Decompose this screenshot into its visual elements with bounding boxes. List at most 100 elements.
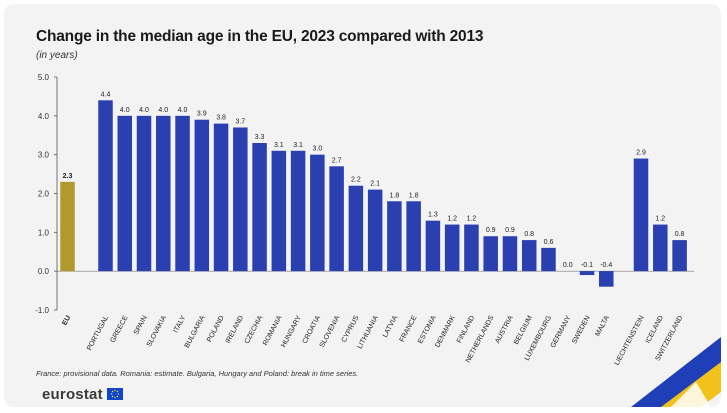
category-label: ESTONIA [417, 314, 438, 345]
category-label: FRANCE [399, 314, 419, 343]
bar-switzerland [672, 240, 687, 272]
bar-czechia [252, 143, 267, 272]
chart-subtitle: (in years) [36, 50, 78, 61]
bar-chart: 5.0 4.0 3.0 2.0 1.0 0.0 -1.0 2.3 EU 4.4 PORTUGAL 4.… [35, 73, 694, 367]
value-label: 2.7 [332, 157, 342, 164]
y-tick-label: 4.0 [38, 112, 50, 121]
category-label: MALTA [594, 314, 611, 337]
value-label: 1.3 [428, 212, 438, 219]
bar-latvia [387, 201, 402, 272]
bar-liechtenstein [633, 158, 649, 272]
value-label: 4.0 [139, 107, 149, 114]
bar-lithuania [367, 189, 383, 272]
value-label: 2.1 [370, 181, 380, 188]
value-label: 0.9 [486, 227, 496, 234]
value-label: 1.8 [390, 192, 400, 199]
value-label: 3.1 [293, 142, 303, 149]
y-tick-label: 1.0 [38, 228, 50, 237]
category-label: PORTUGAL [86, 315, 110, 352]
category-label: SPAIN [133, 315, 149, 336]
bar-greece [117, 115, 133, 272]
value-label: 1.2 [655, 216, 665, 223]
category-label: SLOVENIA [319, 314, 342, 348]
category-label: AUSTRIA [494, 314, 515, 344]
category-label: FINLAND [456, 315, 476, 345]
bar-croatia [310, 154, 325, 272]
value-label: 3.7 [235, 118, 245, 125]
value-label: 0.6 [544, 239, 554, 246]
bar-sweden [579, 271, 595, 276]
bar-france [406, 201, 421, 272]
bar-italy [175, 115, 190, 272]
bar-austria [502, 236, 518, 272]
value-label: 1.2 [467, 216, 477, 223]
category-label: BELGIUM [513, 315, 534, 346]
bar-slovakia [156, 115, 171, 272]
chart-footnote: France: provisional data. Romania: estim… [36, 369, 359, 378]
category-label: HUNGARY [280, 314, 303, 348]
category-label: ITALY [172, 314, 187, 334]
category-label: ROMANIA [262, 314, 284, 346]
value-label: 1.8 [409, 192, 419, 199]
value-label: 4.0 [158, 107, 168, 114]
value-label: 2.3 [63, 173, 73, 180]
category-label: CYPRUS [341, 314, 361, 343]
bar-belgium [521, 240, 537, 272]
bar-hungary [290, 150, 306, 272]
bar-spain [136, 115, 152, 272]
value-label: 1.2 [447, 216, 457, 223]
value-label: 3.8 [216, 115, 226, 122]
category-label: SLOVAKIA [146, 314, 168, 348]
decorative-corner-ribbon [631, 337, 721, 407]
value-label: 3.0 [312, 146, 322, 153]
chart-title: Change in the median age in the EU, 2023… [36, 28, 484, 45]
bar-portugal [98, 100, 113, 272]
value-label: 0.0 [563, 262, 573, 269]
bar-slovenia [329, 166, 344, 272]
value-label: 4.0 [120, 107, 130, 114]
bar-finland [464, 224, 479, 272]
bar-netherlands [483, 236, 498, 272]
value-label: 2.9 [636, 150, 646, 157]
value-label: 4.4 [101, 91, 111, 98]
y-tick-label: 3.0 [38, 151, 50, 160]
bar-denmark [444, 224, 460, 272]
category-label: SWEDEN [571, 315, 592, 345]
eurostat-wordmark: eurostat [42, 385, 103, 403]
y-tick-label: -1.0 [35, 306, 49, 315]
category-label: CZECHIA [244, 314, 265, 345]
category-label: BULGARIA [184, 314, 207, 349]
bar-luxembourg [541, 247, 556, 272]
bar-iceland [653, 224, 668, 272]
y-tick-label: 2.0 [38, 190, 50, 199]
category-label: EU [62, 315, 73, 327]
category-label: CROATIA [302, 314, 323, 345]
value-label: -0.4 [600, 262, 612, 269]
category-label: POLAND [206, 315, 226, 344]
bar-eu [60, 181, 75, 272]
y-tick-label: 0.0 [38, 267, 50, 276]
bar-bulgaria [194, 119, 210, 272]
bar-poland [213, 123, 229, 272]
value-label: 2.2 [351, 177, 361, 184]
y-tick-label: 5.0 [38, 73, 50, 82]
bar-cyprus [348, 185, 364, 272]
value-label: 0.8 [524, 231, 534, 238]
value-label: 3.9 [197, 111, 207, 118]
value-label: 0.9 [505, 227, 515, 234]
eu-flag-icon [106, 388, 123, 400]
category-label: IRELAND [225, 315, 245, 345]
category-label: GERMANY [550, 314, 573, 349]
category-label: LATVIA [382, 314, 399, 338]
value-label: 4.0 [178, 107, 188, 114]
value-label: -0.1 [581, 262, 593, 269]
value-label: 3.3 [255, 134, 265, 141]
bar-ireland [233, 127, 248, 272]
category-label: LITHUANIA [357, 314, 381, 350]
value-label: 3.1 [274, 142, 284, 149]
bar-estonia [425, 220, 441, 272]
eurostat-logo: eurostat [42, 384, 123, 404]
bar-malta [599, 271, 614, 287]
category-label: DENMARK [434, 314, 457, 348]
chart-frame: Change in the median age in the EU, 2023… [4, 4, 721, 407]
